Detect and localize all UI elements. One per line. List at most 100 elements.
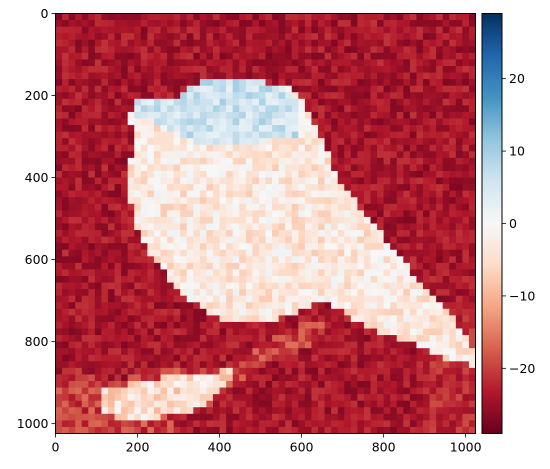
heatmap-cell [167, 171, 175, 179]
heatmap-cell [304, 308, 312, 316]
heatmap-cell [429, 354, 437, 362]
heatmap-cell [88, 321, 96, 329]
heatmap-cell [167, 413, 175, 421]
heatmap-cell [140, 420, 148, 428]
heatmap-cell [370, 394, 378, 402]
heatmap-cell [455, 138, 463, 146]
heatmap-cell [239, 164, 247, 172]
heatmap-cell [140, 315, 148, 323]
heatmap-cell [114, 118, 122, 126]
heatmap-cell [449, 33, 457, 41]
heatmap-cell [311, 197, 319, 205]
heatmap-cell [88, 394, 96, 402]
heatmap-cell [344, 256, 352, 264]
heatmap-cell [278, 105, 286, 113]
heatmap-cell [265, 216, 273, 224]
heatmap-cell [239, 72, 247, 80]
heatmap-cell [160, 335, 168, 343]
heatmap-cell [409, 407, 417, 415]
heatmap-cell [55, 105, 63, 113]
heatmap-cell [101, 33, 109, 41]
heatmap-cell [213, 157, 221, 165]
heatmap-cell [186, 197, 194, 205]
heatmap-cell [285, 230, 293, 238]
heatmap-cell [199, 111, 207, 119]
heatmap-cell [416, 315, 424, 323]
heatmap-cell [370, 335, 378, 343]
heatmap-cell [94, 105, 102, 113]
heatmap-cell [298, 262, 306, 270]
heatmap-cell [199, 157, 207, 165]
heatmap-cell [239, 85, 247, 93]
heatmap-cell [134, 111, 142, 119]
heatmap-cell [252, 381, 260, 389]
heatmap-cell [252, 308, 260, 316]
heatmap-cell [219, 381, 227, 389]
heatmap-cell [409, 249, 417, 257]
heatmap-cell [75, 105, 83, 113]
heatmap-cell [396, 151, 404, 159]
heatmap-cell [160, 72, 168, 80]
heatmap-cell [416, 367, 424, 375]
heatmap-cell [370, 39, 378, 47]
heatmap-cell [140, 413, 148, 421]
heatmap-cell [265, 184, 273, 192]
heatmap-cell [213, 92, 221, 100]
heatmap-cell [55, 164, 63, 172]
heatmap-cell [199, 85, 207, 93]
heatmap-cell [304, 367, 312, 375]
heatmap-cell [193, 243, 201, 251]
heatmap-cell [272, 374, 280, 382]
heatmap-cell [455, 236, 463, 244]
heatmap-cell [101, 308, 109, 316]
heatmap-cell [94, 243, 102, 251]
heatmap-cell [167, 203, 175, 211]
heatmap-cell [377, 413, 385, 421]
heatmap-cell [363, 72, 371, 80]
heatmap-cell [285, 374, 293, 382]
heatmap-cell [88, 105, 96, 113]
heatmap-cell [409, 39, 417, 47]
heatmap-cell [416, 361, 424, 369]
heatmap-cell [153, 216, 161, 224]
heatmap-cell [304, 394, 312, 402]
heatmap-cell [436, 269, 444, 277]
heatmap-cell [403, 361, 411, 369]
heatmap-cell [390, 98, 398, 106]
heatmap-cell [199, 348, 207, 356]
heatmap-cell [337, 269, 345, 277]
heatmap-cell [186, 66, 194, 74]
heatmap-cell [68, 321, 76, 329]
heatmap-cell [252, 190, 260, 198]
heatmap-cell [101, 72, 109, 80]
heatmap-cell [318, 367, 326, 375]
heatmap-cell [114, 256, 122, 264]
heatmap-cell [278, 341, 286, 349]
heatmap-cell [219, 171, 227, 179]
heatmap-cell [219, 125, 227, 133]
heatmap-cell [272, 308, 280, 316]
heatmap-cell [245, 216, 253, 224]
heatmap-cell [331, 66, 339, 74]
heatmap-cell [226, 249, 234, 257]
heatmap-cell [94, 157, 102, 165]
heatmap-cell [68, 420, 76, 428]
heatmap-cell [68, 59, 76, 67]
heatmap-cell [134, 92, 142, 100]
heatmap-cell [416, 262, 424, 270]
heatmap-cell [377, 26, 385, 34]
heatmap-cell [403, 256, 411, 264]
heatmap-cell [252, 85, 260, 93]
heatmap-cell [442, 98, 450, 106]
heatmap-cell [357, 157, 365, 165]
heatmap-cell [383, 407, 391, 415]
heatmap-cell [311, 321, 319, 329]
heatmap-cell [331, 157, 339, 165]
heatmap-cell [278, 262, 286, 270]
heatmap-cell [390, 190, 398, 198]
heatmap-cell [140, 203, 148, 211]
heatmap-cell [219, 243, 227, 251]
heatmap-cell [423, 276, 431, 284]
heatmap-cell [134, 197, 142, 205]
heatmap-cell [416, 72, 424, 80]
